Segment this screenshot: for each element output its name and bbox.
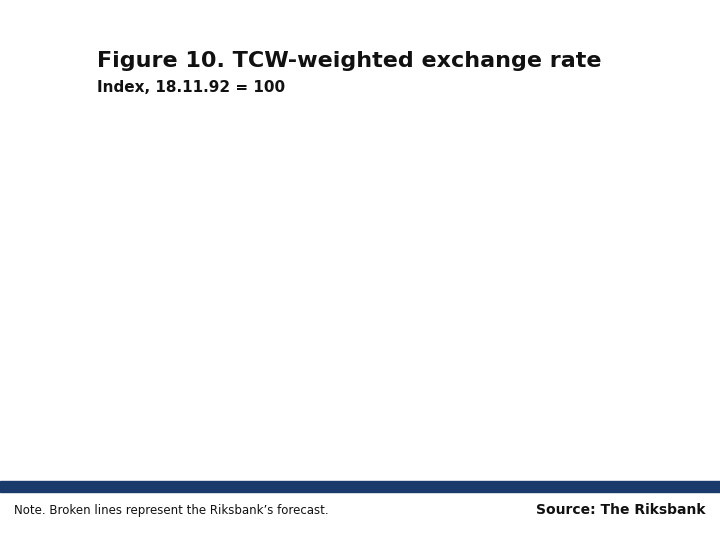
Text: Index, 18.11.92 = 100: Index, 18.11.92 = 100 [97,79,285,94]
Text: * * *: * * * [653,20,666,25]
Text: * *: * * [655,29,664,35]
Text: RIKSBANK: RIKSBANK [639,87,680,93]
Text: SVERIGES: SVERIGES [640,78,679,84]
Text: Figure 10. TCW-weighted exchange rate: Figure 10. TCW-weighted exchange rate [97,51,602,71]
Text: Source: The Riksbank: Source: The Riksbank [536,503,706,517]
Text: Note. Broken lines represent the Riksbank’s forecast.: Note. Broken lines represent the Riksban… [14,504,329,517]
